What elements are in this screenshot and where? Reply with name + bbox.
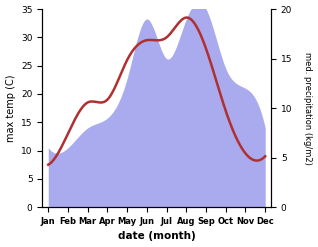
Y-axis label: med. precipitation (kg/m2): med. precipitation (kg/m2) [303, 52, 313, 165]
Y-axis label: max temp (C): max temp (C) [5, 74, 16, 142]
X-axis label: date (month): date (month) [118, 231, 196, 242]
